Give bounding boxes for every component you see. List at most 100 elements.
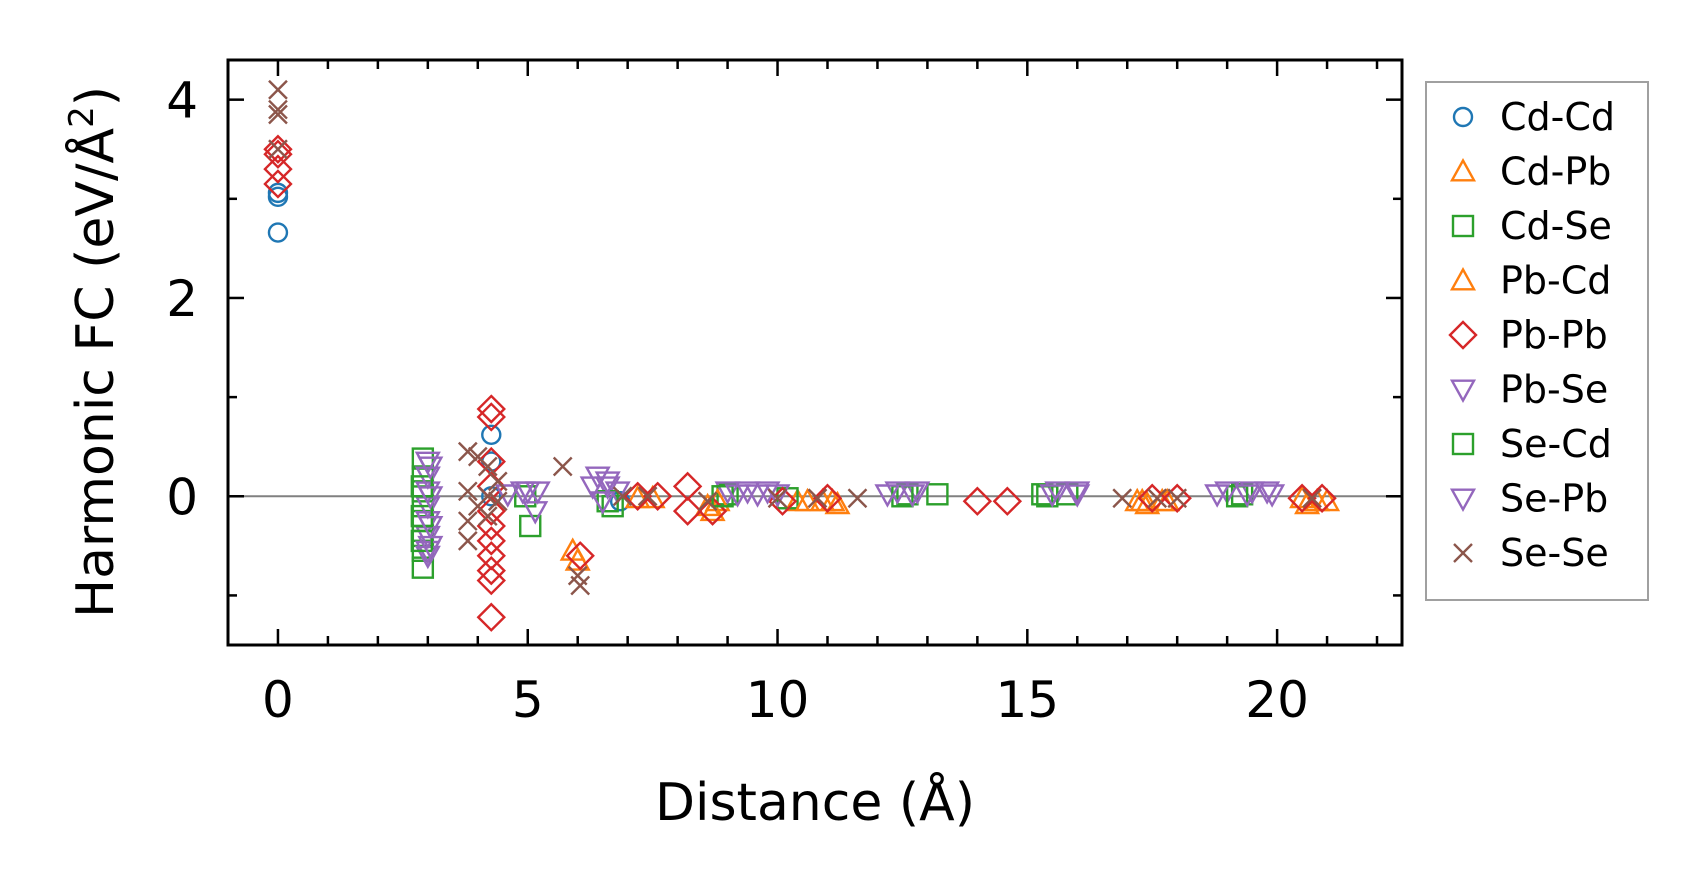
point-se-se-26 [1167,488,1188,509]
point-pb-pb-14 [476,602,506,632]
point-se-se-22 [807,488,828,509]
point-pb-pb-5 [476,402,506,432]
point-se-se-23 [847,488,868,509]
point-pb-pb-2 [263,154,293,184]
y-axis-label-superscript: 2 [62,106,102,128]
point-se-pb-17 [1204,484,1231,508]
x-tick-label-4: 20 [1245,671,1309,729]
point-se-se-5 [457,481,478,502]
point-se-pb-0 [417,456,444,480]
legend-marker-cd-cd [1452,106,1474,128]
legend-entry-se-cd: Se-Cd [1451,422,1612,466]
point-pb-se-14 [734,481,761,505]
point-se-se-14 [487,491,508,512]
point-se-se-17 [570,575,591,596]
point-se-se-3 [268,139,288,160]
legend-box [1425,81,1649,601]
legend-label-se-cd: Se-Cd [1500,422,1612,466]
point-se-se-13 [487,471,508,492]
point-se-pb-10 [724,484,751,508]
point-pb-pb-27 [1287,483,1317,513]
point-se-se-20 [697,491,718,512]
point-se-se-10 [477,456,498,477]
point-se-se-15 [552,456,573,477]
point-se-pb-19 [1259,484,1286,508]
point-pb-pb-19 [672,496,703,526]
point-pb-se-11 [594,476,621,500]
series-se-se [268,79,1322,596]
point-cd-cd-3 [481,424,502,445]
point-cd-se-9 [519,514,542,538]
point-se-pb-18 [1234,484,1261,508]
point-cd-cd-0 [267,222,289,243]
legend-marker-cd-se [1451,214,1475,238]
y-tick-label-1: 2 [166,270,198,328]
legend-marker-pb-se [1449,379,1477,403]
point-pb-cd-7 [1289,484,1316,509]
legend-label-cd-cd: Cd-Cd [1500,95,1615,139]
point-pb-se-19 [1064,481,1091,505]
point-pb-se-18 [1044,481,1071,505]
legend-label-cd-pb: Cd-Pb [1500,150,1611,194]
point-pb-pb-16 [622,481,653,511]
legend-entries: Cd-Cd Cd-Pb Cd-Se Pb-Cd Pb-Pb Pb-Se Se-Cd Se-Pb… [1448,95,1615,575]
y-axis-label: Harmonic FC (eV/Å2) [62,86,126,618]
point-se-pb-9 [594,471,621,495]
point-se-pb-13 [874,484,901,508]
point-pb-se-20 [1214,481,1241,505]
point-pb-pb-0 [263,134,293,164]
point-se-pb-3 [417,535,444,560]
x-tick-label-1: 5 [512,671,544,729]
point-se-se-11 [477,486,498,507]
point-pb-pb-26 [1162,483,1192,513]
point-se-pb-14 [899,484,926,508]
plot-background [228,60,1402,645]
y-tick-label-2: 4 [166,72,198,130]
point-se-pb-16 [1064,484,1091,508]
data-points [263,79,1341,632]
point-se-pb-1 [417,486,444,510]
point-pb-cd-5 [1129,487,1156,512]
point-pb-pb-23 [962,486,993,516]
point-cd-cd-2 [267,182,289,204]
legend-label-se-pb: Se-Pb [1500,477,1608,521]
point-pb-pb-13 [476,565,506,596]
legend-marker-se-pb [1449,488,1477,512]
point-se-se-6 [457,511,478,531]
point-se-se-24 [1112,488,1133,509]
x-tick-label-2: 10 [746,671,810,729]
point-se-pb-11 [744,484,771,508]
y-axis-label-main: Harmonic FC (eV/Å [64,127,126,618]
point-se-se-2 [268,104,288,125]
point-cd-pb-6 [824,490,851,515]
point-pb-pb-17 [642,481,673,511]
axis-ticks [228,60,1402,645]
point-se-pb-12 [764,484,791,508]
legend-entry-cd-cd: Cd-Cd [1452,95,1615,139]
x-tick-label-0: 0 [262,671,294,729]
point-pb-pb-8 [476,496,506,526]
point-pb-pb-15 [565,541,595,571]
point-se-se-27 [1302,488,1322,509]
point-se-se-0 [268,79,288,100]
legend-entry-pb-pb: Pb-Pb [1448,313,1608,357]
point-pb-pb-3 [263,169,293,199]
point-se-se-25 [1147,488,1168,509]
point-pb-pb-12 [476,555,506,586]
legend-label-cd-se: Cd-Se [1500,204,1612,248]
point-se-se-4 [457,441,478,462]
point-pb-pb-10 [476,526,506,556]
y-axis-label-close: ) [66,86,126,106]
point-se-pb-2 [417,516,444,540]
point-se-se-18 [612,486,633,507]
legend-entry-se-pb: Se-Pb [1449,477,1608,521]
legend-label-pb-pb: Pb-Pb [1500,313,1608,357]
point-pb-cd-0 [624,484,651,509]
x-axis-label: Distance (Å) [655,771,975,833]
legend-marker-pb-cd [1449,267,1477,291]
legend-marker-cd-pb [1449,158,1477,182]
point-cd-se-14 [926,483,949,506]
point-se-se-21 [767,488,788,509]
point-pb-pb-4 [476,394,506,424]
